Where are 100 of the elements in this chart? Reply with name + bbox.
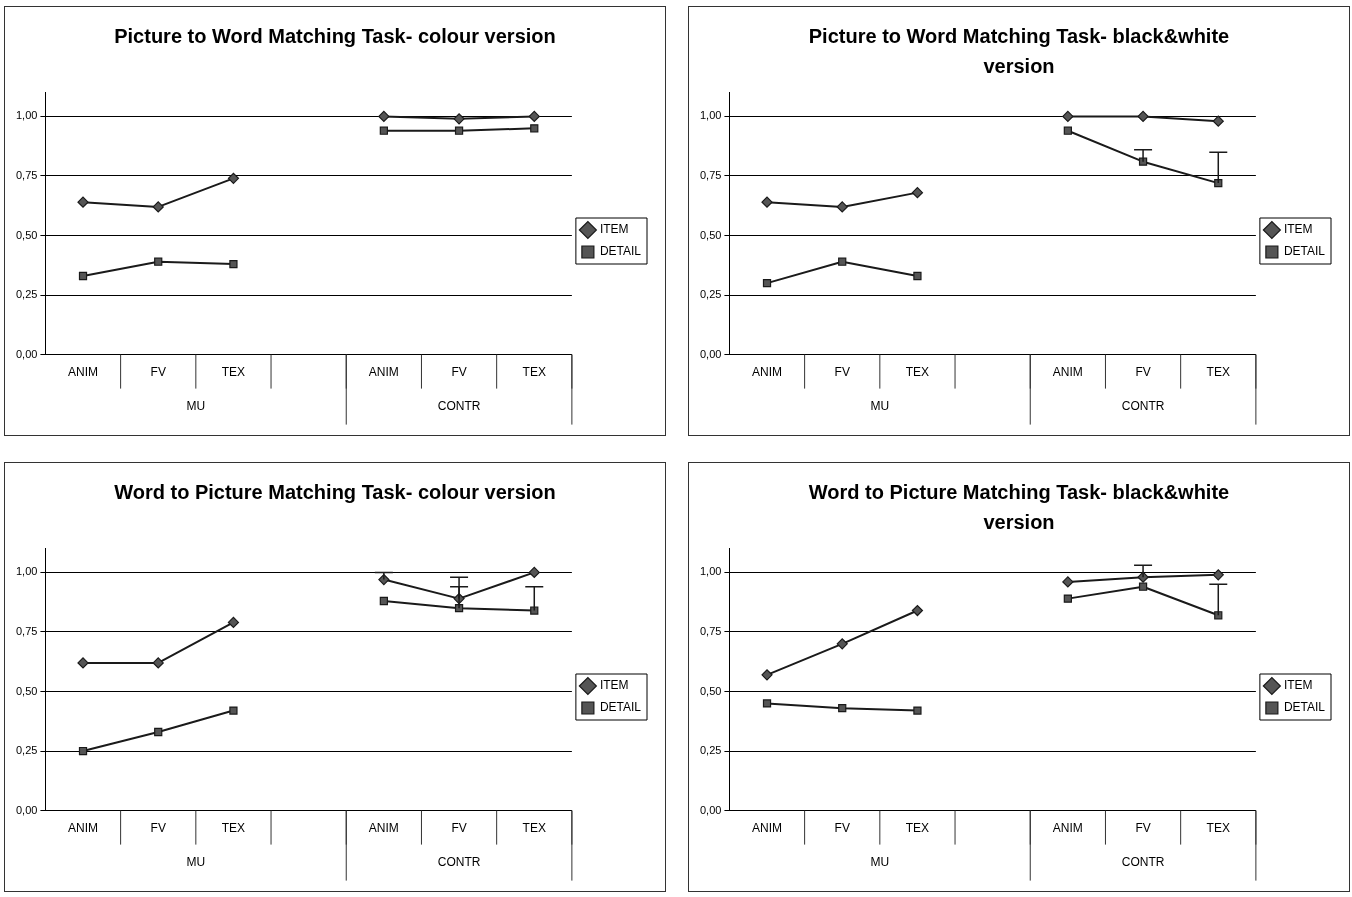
point bbox=[1137, 110, 1149, 123]
legend-label: DETAIL bbox=[599, 700, 642, 715]
x-tick-label: TEX bbox=[522, 821, 546, 836]
text: MU bbox=[870, 398, 890, 413]
y-tick-label: 0,50 bbox=[15, 684, 38, 697]
x-tick-label: FV bbox=[834, 821, 850, 836]
y-tick-label: 0,75 bbox=[15, 168, 38, 181]
text: CONTR bbox=[437, 398, 481, 413]
x-tick-label: ANIM bbox=[68, 821, 99, 836]
point bbox=[78, 746, 88, 756]
point bbox=[1212, 115, 1224, 127]
point bbox=[77, 657, 89, 669]
point bbox=[454, 126, 464, 135]
point bbox=[152, 657, 164, 669]
point bbox=[761, 196, 773, 208]
text: CONTR bbox=[1121, 854, 1165, 869]
y-tick-label: 1,00 bbox=[699, 109, 722, 122]
point bbox=[530, 124, 539, 133]
chart-title: Picture to Word Matching Task- black&white version bbox=[807, 24, 1231, 79]
y-tick-label: 1,00 bbox=[699, 565, 722, 578]
point bbox=[1214, 178, 1223, 188]
x-tick-label: TEX bbox=[905, 821, 930, 836]
text: MU bbox=[186, 398, 206, 413]
point bbox=[379, 596, 388, 606]
point bbox=[229, 259, 238, 269]
point bbox=[378, 110, 390, 123]
legend-label: ITEM bbox=[1283, 222, 1313, 237]
text: CONTR bbox=[437, 854, 481, 869]
point bbox=[528, 110, 540, 123]
y-tick-label: 0,25 bbox=[15, 744, 38, 757]
point bbox=[528, 566, 540, 579]
legend-label: ITEM bbox=[1283, 678, 1313, 693]
point bbox=[1062, 576, 1074, 588]
y-tick-label: 0,25 bbox=[699, 744, 722, 757]
point bbox=[78, 271, 88, 281]
x-tick-label: FV bbox=[150, 821, 166, 836]
chart-title: Word to Picture Matching Task- colour version bbox=[113, 480, 557, 505]
point bbox=[227, 172, 240, 184]
point bbox=[77, 196, 89, 208]
point bbox=[838, 704, 847, 713]
x-tick-label: FV bbox=[451, 365, 467, 380]
y-tick-label: 0,50 bbox=[699, 228, 722, 241]
x-tick-label: TEX bbox=[522, 365, 546, 380]
x-tick-label: ANIM bbox=[1052, 365, 1083, 380]
x-tick-label: ANIM bbox=[1052, 821, 1083, 836]
point bbox=[761, 669, 773, 681]
y-tick-label: 0,25 bbox=[15, 288, 38, 301]
x-tick-label: TEX bbox=[221, 821, 246, 836]
point bbox=[453, 113, 465, 125]
y-tick-label: 0,00 bbox=[699, 803, 722, 816]
x-tick-label: FV bbox=[834, 365, 850, 380]
y-tick-label: 0,75 bbox=[699, 168, 722, 181]
x-tick-label: TEX bbox=[1206, 365, 1230, 380]
x-tick-label: FV bbox=[150, 365, 166, 380]
point bbox=[911, 187, 924, 199]
text: MU bbox=[870, 854, 890, 869]
y-tick-label: 1,00 bbox=[15, 109, 38, 122]
x-tick-label: TEX bbox=[1206, 821, 1230, 836]
point bbox=[836, 201, 848, 213]
y-tick-label: 1,00 bbox=[15, 565, 38, 578]
x-tick-label: ANIM bbox=[368, 821, 399, 836]
x-tick-label: ANIM bbox=[752, 365, 783, 380]
point bbox=[1063, 594, 1072, 603]
point bbox=[762, 699, 772, 708]
x-tick-label: FV bbox=[451, 821, 467, 836]
point bbox=[913, 706, 922, 715]
y-tick-label: 0,00 bbox=[15, 803, 38, 816]
x-tick-label: ANIM bbox=[68, 365, 99, 380]
legend-label: DETAIL bbox=[599, 244, 642, 259]
chart-title: Picture to Word Matching Task- colour version bbox=[113, 24, 557, 49]
x-tick-label: FV bbox=[1135, 821, 1151, 836]
x-tick-label: TEX bbox=[221, 365, 246, 380]
y-tick-label: 0,50 bbox=[15, 228, 38, 241]
point bbox=[762, 279, 772, 288]
point bbox=[836, 638, 848, 650]
x-tick-label: ANIM bbox=[752, 821, 783, 836]
y-tick-label: 0,00 bbox=[699, 347, 722, 360]
point bbox=[530, 606, 539, 615]
x-tick-label: ANIM bbox=[368, 365, 399, 380]
y-tick-label: 0,75 bbox=[15, 624, 38, 637]
legend-label: ITEM bbox=[599, 678, 629, 693]
x-tick-label: FV bbox=[1135, 365, 1151, 380]
point bbox=[154, 257, 163, 266]
point bbox=[838, 257, 847, 266]
point bbox=[1212, 569, 1224, 581]
y-tick-label: 0,25 bbox=[699, 288, 722, 301]
point bbox=[911, 604, 924, 617]
y-tick-label: 0,50 bbox=[699, 684, 722, 697]
point bbox=[152, 201, 164, 213]
chart-title: Word to Picture Matching Task- black&white version bbox=[807, 480, 1231, 535]
legend-label: DETAIL bbox=[1283, 244, 1326, 259]
point bbox=[1063, 126, 1072, 135]
x-tick-label: TEX bbox=[905, 365, 930, 380]
point bbox=[1062, 110, 1074, 123]
point bbox=[379, 126, 388, 135]
y-tick-label: 0,75 bbox=[699, 624, 722, 637]
text: MU bbox=[186, 854, 206, 869]
point bbox=[1214, 611, 1223, 620]
y-tick-label: 0,00 bbox=[15, 347, 38, 360]
legend-label: ITEM bbox=[599, 222, 629, 237]
